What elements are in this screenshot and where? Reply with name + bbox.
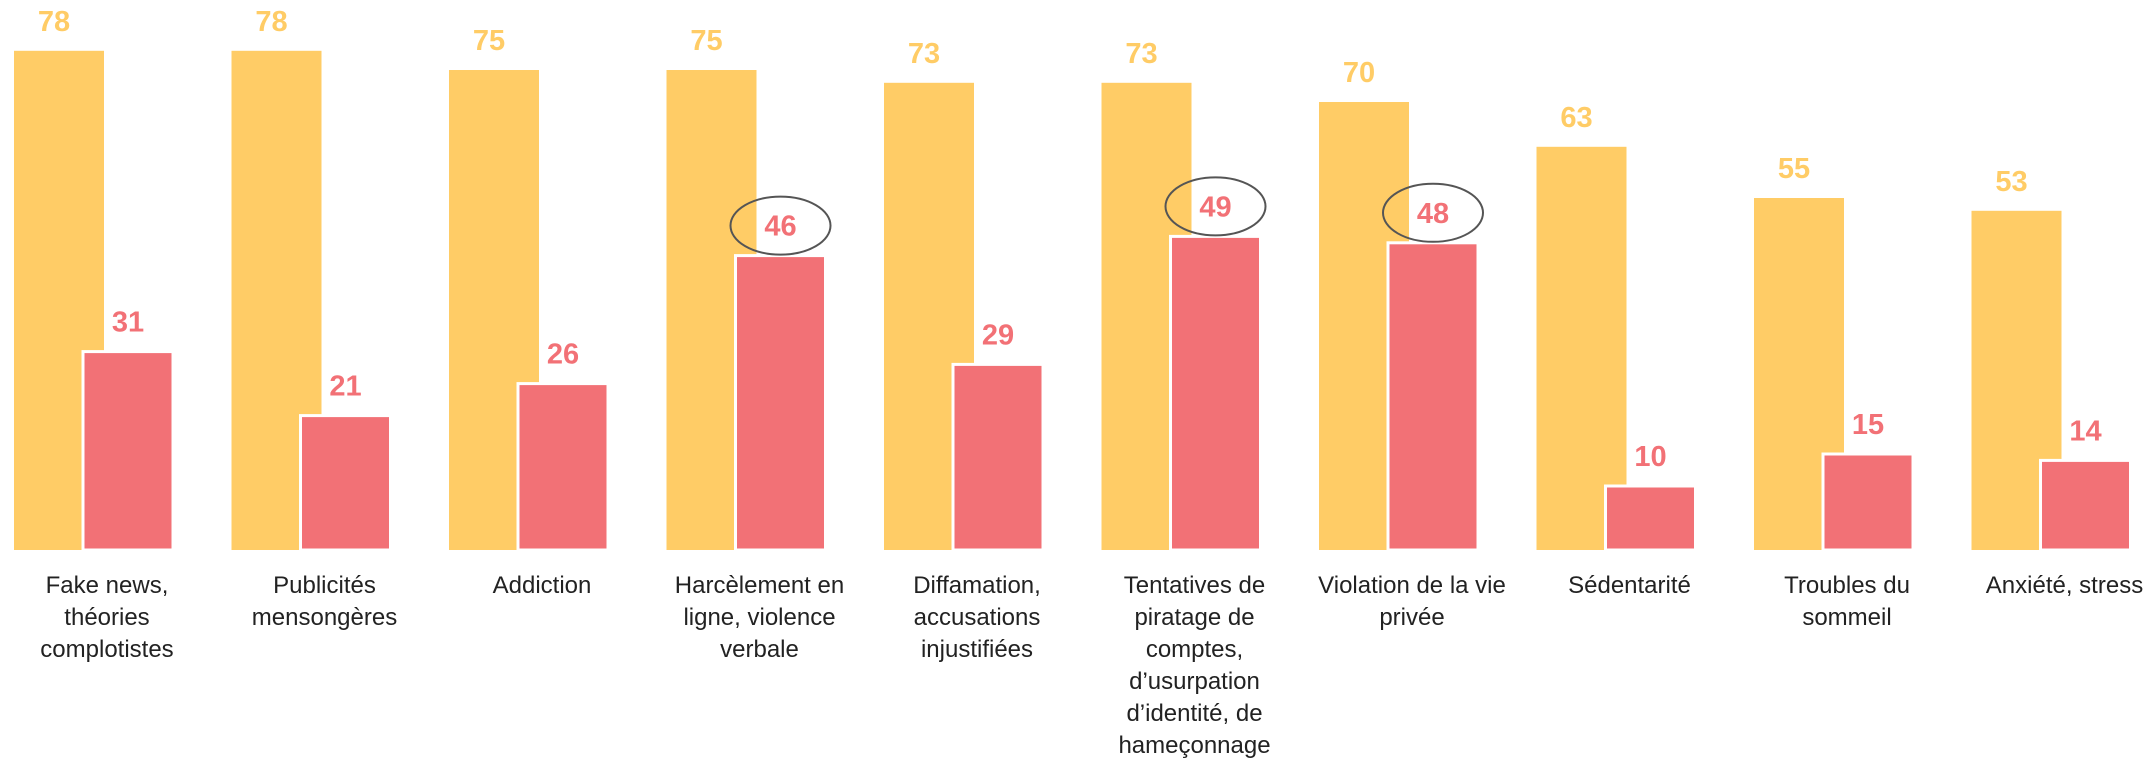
x-tick-label: Violation de la vie privée — [1318, 572, 1506, 631]
bar — [951, 362, 1045, 552]
data-label: 55 — [1778, 153, 1810, 185]
x-tick-label: Sédentarité — [1568, 572, 1691, 599]
data-label: 78 — [255, 6, 287, 38]
data-label: 10 — [1634, 441, 1666, 473]
bar — [1821, 452, 1915, 552]
bar — [516, 382, 610, 552]
data-label: 75 — [473, 25, 505, 57]
data-label: 29 — [982, 319, 1014, 351]
bar — [81, 350, 175, 552]
x-tick-label: Fake news, théories complotistes — [40, 572, 174, 663]
bar — [1604, 484, 1697, 552]
bar — [2039, 458, 2132, 552]
data-label: 15 — [1852, 409, 1884, 441]
data-label: 63 — [1560, 102, 1592, 134]
bar — [1386, 241, 1480, 552]
data-label: 70 — [1343, 57, 1375, 89]
x-tick-label: Publicités mensongères — [251, 572, 398, 631]
bar — [1169, 234, 1262, 552]
data-label: 26 — [547, 339, 579, 371]
x-tick-label: Addiction — [492, 572, 592, 599]
data-label: 73 — [1125, 38, 1157, 70]
highlight-circle — [729, 195, 832, 256]
data-label: 49 — [1199, 191, 1231, 223]
highlight-circle — [1382, 182, 1484, 243]
data-label: 75 — [690, 25, 722, 57]
x-tick-label: Troubles du sommeil — [1784, 572, 1910, 631]
data-label: 14 — [2069, 415, 2101, 447]
data-label: 48 — [1417, 198, 1449, 230]
bar — [734, 254, 827, 552]
data-label: 73 — [908, 38, 940, 70]
data-label: 21 — [329, 371, 361, 403]
bar — [299, 414, 392, 552]
x-tick-label: Diffamation, accusations injustifiées — [913, 572, 1041, 663]
x-tick-label: Anxiété, stress — [1985, 572, 2144, 599]
data-label: 46 — [764, 211, 796, 243]
data-label: 53 — [1995, 166, 2027, 198]
data-label: 31 — [112, 307, 144, 339]
bar — [1536, 146, 1627, 551]
x-tick-label: Harcèlement en ligne, violence verbale — [674, 572, 845, 663]
data-label: 78 — [38, 6, 70, 38]
highlight-circle — [1164, 176, 1267, 237]
x-tick-label: Tentatives de piratage de comptes, d’usu… — [1118, 572, 1271, 759]
